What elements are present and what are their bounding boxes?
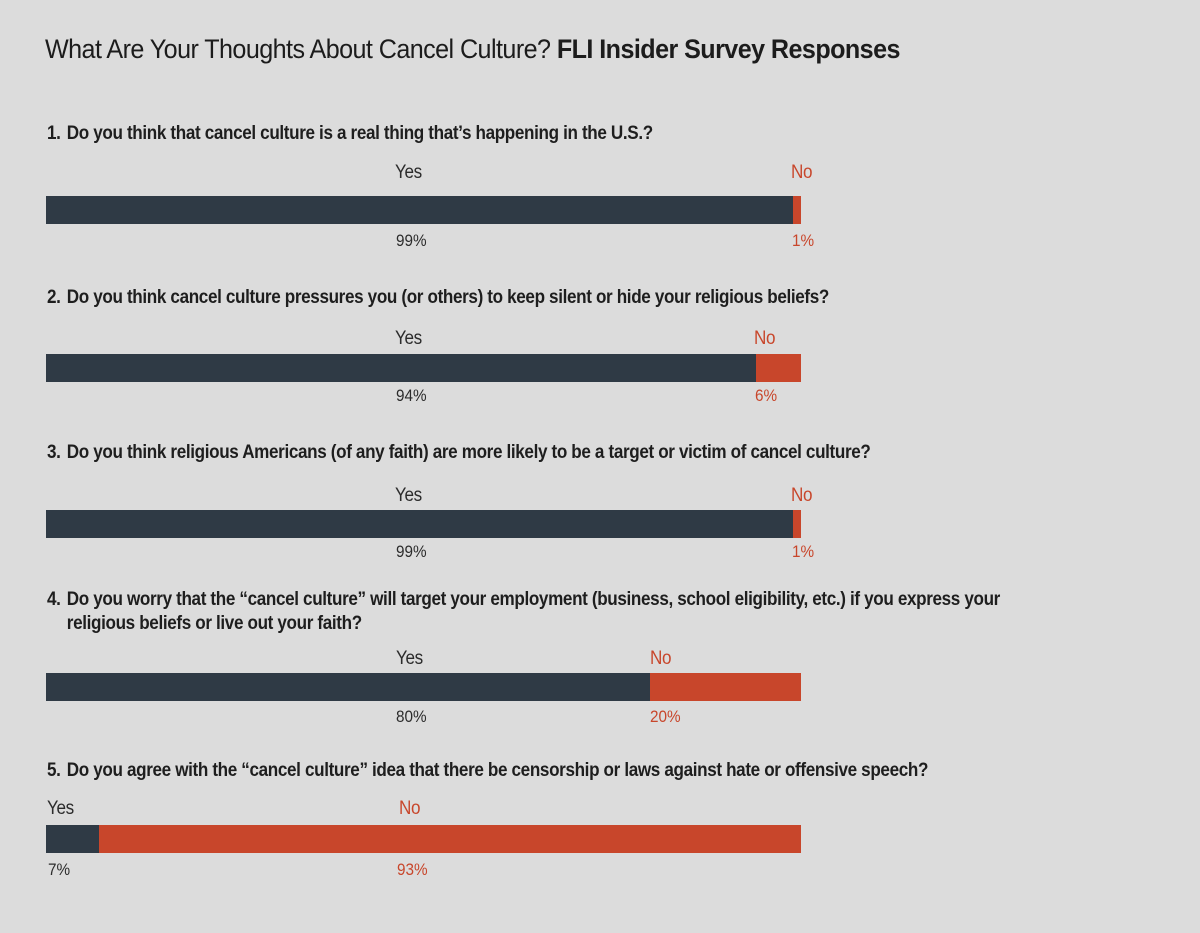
question-text-continued: religious beliefs or live out your faith… [66,613,362,634]
yes-label: Yes [395,328,422,349]
question-number: 5. [47,760,61,781]
question-text: Do you worry that the “cancel culture” w… [66,589,1001,610]
yes-label: Yes [395,162,422,183]
question-number: 2. [47,287,61,308]
bar-no-segment [650,673,801,701]
yes-label: Yes [47,798,74,819]
question-number: 1. [47,123,61,144]
question-3: 3. Do you think religious Americans (of a… [47,441,1127,465]
question-text: Do you think that cancel culture is a re… [66,123,653,144]
chart-title-bold: FLI Insider Survey Responses [556,34,901,64]
no-label: No [791,485,813,506]
yes-percent: 80% [396,707,427,726]
bar-no-segment [793,510,801,538]
question-2: 2. Do you think cancel culture pressures … [47,286,1127,310]
no-label: No [399,798,421,819]
bar-no-segment [793,196,801,224]
question-text: Do you think religious Americans (of any… [66,442,871,463]
question-number: 4. [47,589,61,610]
question-1: 1. Do you think that cancel culture is a … [47,122,1127,146]
bar-yes-segment [46,673,650,701]
question-5: 5. Do you agree with the “cancel culture”… [47,759,1127,783]
bar-yes-segment [46,825,99,853]
bar-question-4 [46,673,801,701]
bar-no-segment [99,825,801,853]
no-label: No [754,328,776,349]
question-number: 3. [47,442,61,463]
bar-yes-segment [46,354,756,382]
bar-question-3 [46,510,801,538]
yes-percent: 99% [396,231,427,250]
bar-question-2 [46,354,801,382]
bar-question-1 [46,196,801,224]
bar-yes-segment [46,510,793,538]
chart-title-regular: What Are Your Thoughts About Cancel Cult… [45,34,551,64]
bar-yes-segment [46,196,793,224]
yes-percent: 7% [48,860,71,879]
question-text: Do you think cancel culture pressures yo… [66,287,830,308]
no-label: No [650,648,672,669]
question-4: 4. Do you worry that the “cancel culture”… [47,588,1127,636]
bar-no-segment [756,354,801,382]
yes-percent: 94% [396,386,427,405]
no-percent: 6% [755,386,778,405]
no-label: No [791,162,813,183]
no-percent: 1% [792,542,815,561]
no-percent: 20% [650,707,681,726]
yes-label: Yes [395,485,422,506]
bar-question-5 [46,825,801,853]
yes-percent: 99% [396,542,427,561]
no-percent: 1% [792,231,815,250]
question-text: Do you agree with the “cancel culture” i… [66,760,929,781]
yes-label: Yes [396,648,423,669]
no-percent: 93% [397,860,428,879]
chart-title: What Are Your Thoughts About Cancel Cult… [45,34,900,65]
